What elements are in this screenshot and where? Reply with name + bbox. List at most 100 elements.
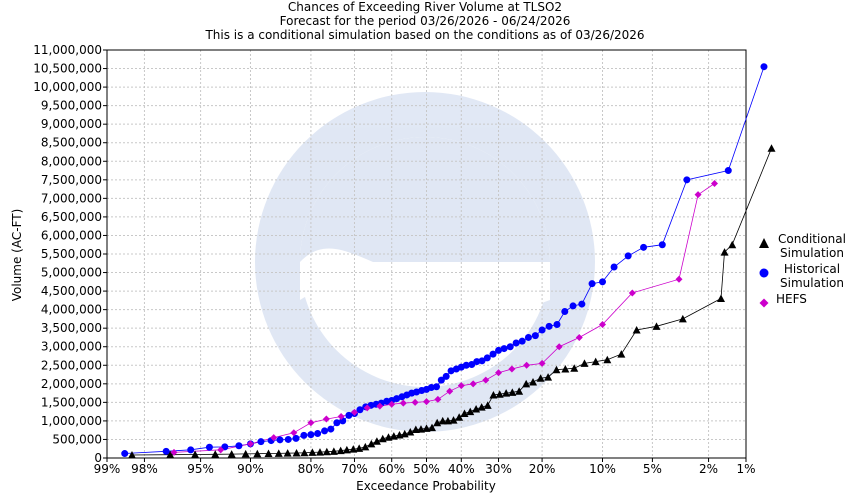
- data-point-circle[interactable]: [658, 241, 666, 249]
- data-point-diamond[interactable]: [322, 415, 330, 423]
- data-point-triangle[interactable]: [717, 294, 726, 303]
- data-point-diamond[interactable]: [411, 398, 419, 406]
- data-point-circle[interactable]: [333, 419, 341, 427]
- data-point-triangle[interactable]: [322, 447, 331, 456]
- data-point-triangle[interactable]: [378, 434, 387, 443]
- data-point-triangle[interactable]: [253, 449, 262, 458]
- data-point-circle[interactable]: [506, 343, 514, 351]
- data-point-triangle[interactable]: [241, 449, 250, 458]
- data-point-circle[interactable]: [495, 346, 503, 354]
- data-point-circle[interactable]: [512, 339, 520, 347]
- data-point-triangle[interactable]: [508, 388, 517, 396]
- data-point-circle[interactable]: [314, 430, 322, 438]
- data-point-diamond[interactable]: [482, 376, 490, 384]
- data-point-circle[interactable]: [162, 447, 170, 455]
- data-point-triangle[interactable]: [336, 446, 345, 455]
- data-point-circle[interactable]: [545, 322, 553, 330]
- data-point-diamond[interactable]: [363, 404, 371, 412]
- data-point-triangle[interactable]: [308, 448, 317, 456]
- data-point-circle[interactable]: [588, 280, 596, 288]
- data-point-triangle[interactable]: [544, 373, 553, 381]
- data-point-circle[interactable]: [437, 376, 445, 384]
- data-point-circle[interactable]: [640, 243, 648, 251]
- data-point-circle[interactable]: [760, 63, 768, 71]
- data-point-circle[interactable]: [327, 425, 335, 433]
- data-point-triangle[interactable]: [483, 401, 492, 409]
- data-point-triangle[interactable]: [329, 447, 338, 455]
- data-point-circle[interactable]: [442, 372, 450, 380]
- data-point-diamond[interactable]: [457, 382, 465, 390]
- data-point-circle[interactable]: [524, 333, 532, 341]
- data-point-triangle[interactable]: [443, 416, 452, 425]
- data-point-diamond[interactable]: [388, 400, 396, 408]
- data-point-triangle[interactable]: [438, 416, 447, 425]
- data-point-triangle[interactable]: [264, 449, 273, 458]
- data-point-circle[interactable]: [257, 438, 265, 446]
- data-point-triangle[interactable]: [227, 450, 236, 458]
- data-point-triangle[interactable]: [342, 445, 351, 454]
- data-point-circle[interactable]: [356, 406, 364, 414]
- data-point-circle[interactable]: [427, 384, 435, 392]
- data-point-triangle[interactable]: [720, 248, 729, 256]
- data-point-triangle[interactable]: [603, 355, 612, 364]
- data-point-diamond[interactable]: [446, 387, 454, 395]
- data-point-circle[interactable]: [300, 431, 308, 439]
- data-point-diamond[interactable]: [217, 446, 225, 454]
- data-point-diamond[interactable]: [508, 365, 516, 373]
- data-point-triangle[interactable]: [552, 365, 561, 374]
- data-point-diamond[interactable]: [290, 429, 298, 437]
- data-point-circle[interactable]: [292, 434, 300, 442]
- data-point-circle[interactable]: [473, 358, 481, 366]
- data-point-circle[interactable]: [610, 263, 618, 271]
- data-point-triangle[interactable]: [652, 322, 661, 330]
- data-point-triangle[interactable]: [422, 424, 431, 432]
- data-point-triangle[interactable]: [466, 407, 475, 416]
- data-point-diamond[interactable]: [270, 434, 278, 442]
- data-point-triangle[interactable]: [767, 144, 776, 152]
- data-point-diamond[interactable]: [599, 320, 607, 328]
- data-point-triangle[interactable]: [191, 450, 200, 458]
- data-point-circle[interactable]: [569, 302, 577, 310]
- data-point-diamond[interactable]: [376, 402, 384, 410]
- data-point-circle[interactable]: [483, 354, 491, 362]
- data-point-triangle[interactable]: [416, 425, 425, 433]
- data-point-circle[interactable]: [478, 357, 486, 365]
- data-point-circle[interactable]: [578, 300, 586, 308]
- data-point-diamond[interactable]: [246, 440, 254, 448]
- data-point-triangle[interactable]: [529, 377, 538, 386]
- data-point-circle[interactable]: [468, 361, 476, 369]
- data-point-circle[interactable]: [624, 252, 632, 260]
- data-point-diamond[interactable]: [307, 419, 315, 427]
- data-point-circle[interactable]: [538, 326, 546, 334]
- data-point-circle[interactable]: [321, 427, 329, 435]
- data-point-circle[interactable]: [221, 443, 229, 451]
- data-point-circle[interactable]: [121, 450, 129, 458]
- data-point-triangle[interactable]: [406, 428, 415, 436]
- data-point-diamond[interactable]: [337, 412, 345, 420]
- data-point-triangle[interactable]: [292, 448, 301, 457]
- data-point-diamond[interactable]: [694, 191, 702, 199]
- data-point-circle[interactable]: [276, 436, 284, 444]
- data-point-circle[interactable]: [205, 443, 213, 451]
- data-point-circle[interactable]: [462, 361, 470, 369]
- data-point-diamond[interactable]: [628, 289, 636, 297]
- data-point-triangle[interactable]: [315, 448, 324, 456]
- data-point-circle[interactable]: [683, 176, 691, 184]
- data-point-circle[interactable]: [235, 442, 243, 450]
- data-point-diamond[interactable]: [538, 359, 546, 367]
- data-point-circle[interactable]: [531, 332, 539, 340]
- data-point-triangle[interactable]: [495, 390, 504, 398]
- data-point-triangle[interactable]: [166, 450, 175, 459]
- data-point-diamond[interactable]: [423, 398, 430, 406]
- data-point-diamond[interactable]: [675, 275, 683, 283]
- data-point-triangle[interactable]: [372, 437, 381, 445]
- data-point-circle[interactable]: [489, 350, 497, 358]
- data-point-diamond[interactable]: [399, 399, 407, 407]
- data-point-triangle[interactable]: [591, 357, 600, 366]
- data-point-triangle[interactable]: [428, 423, 437, 432]
- data-point-triangle[interactable]: [367, 439, 376, 448]
- data-point-triangle[interactable]: [300, 448, 309, 457]
- data-point-diamond[interactable]: [710, 180, 718, 188]
- data-point-circle[interactable]: [553, 320, 561, 328]
- data-point-circle[interactable]: [432, 383, 440, 391]
